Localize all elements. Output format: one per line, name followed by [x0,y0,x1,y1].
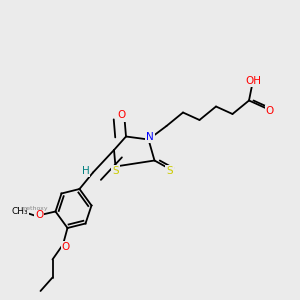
Text: H: H [82,166,89,176]
Text: O: O [62,242,70,253]
Text: N: N [146,131,154,142]
Text: O: O [266,106,274,116]
Text: S: S [112,166,119,176]
Text: OH: OH [245,76,262,86]
Text: S: S [166,166,173,176]
Text: O: O [35,209,43,220]
Text: CH₃: CH₃ [11,207,28,216]
Text: O: O [117,110,126,121]
Text: methoxy: methoxy [21,206,48,211]
